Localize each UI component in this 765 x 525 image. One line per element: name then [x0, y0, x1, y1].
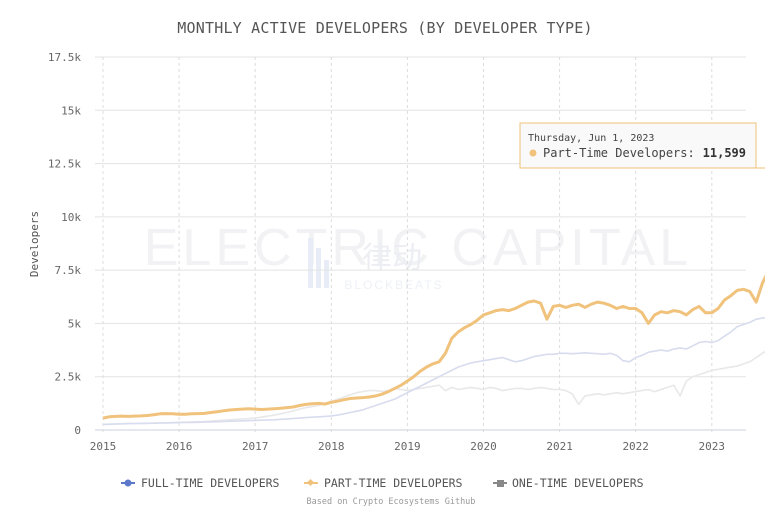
legend-item-part-time[interactable]: PART-TIME DEVELOPERS: [304, 476, 463, 490]
x-tick-label: 2015: [90, 440, 117, 453]
grid: [95, 56, 746, 435]
legend-label-part-time: PART-TIME DEVELOPERS: [324, 476, 463, 490]
series-group: [102, 274, 765, 426]
tooltip-label: Part-Time Developers:: [543, 146, 695, 160]
blockbeats-logo-icon: [308, 238, 329, 288]
y-tick-label: 17.5k: [48, 51, 81, 64]
watermark-logo-cn: 律动: [362, 241, 422, 276]
diamond-marker-icon: [306, 478, 315, 487]
y-axis-label: Developers: [28, 211, 41, 277]
square-marker-icon: [497, 480, 504, 487]
chart-title: MONTHLY ACTIVE DEVELOPERS (BY DEVELOPER …: [177, 19, 592, 37]
y-axis: 0 2.5k 5k 7.5k 10k 12.5k 15k 17.5k: [48, 51, 81, 437]
legend-label-full-time: FULL-TIME DEVELOPERS: [141, 476, 280, 490]
legend: FULL-TIME DEVELOPERS PART-TIME DEVELOPER…: [121, 476, 644, 490]
x-tick-label: 2020: [470, 440, 497, 453]
legend-item-one-time[interactable]: ONE-TIME DEVELOPERS: [493, 476, 644, 490]
y-tick-label: 12.5k: [48, 158, 81, 171]
y-tick-label: 15k: [61, 104, 81, 117]
x-axis: 2015 2016 2017 2018 2019 2020 2021 2022 2023: [90, 440, 725, 453]
series-line-part-time-developers: [102, 274, 765, 420]
watermark-logo-en: BLOCKBEATS: [344, 278, 443, 292]
circle-marker-icon: [124, 479, 132, 487]
tooltip-box: [519, 122, 765, 169]
x-tick-label: 2017: [242, 440, 269, 453]
tooltip-dot-icon: [529, 149, 537, 157]
x-tick-label: 2019: [394, 440, 421, 453]
tooltip-value: 11,599: [703, 146, 746, 160]
watermark-text: ELECTRIC CAPITAL: [144, 219, 692, 277]
x-tick-label: 2021: [546, 440, 573, 453]
watermark: ELECTRIC CAPITAL 律动 BLOCKBEATS: [144, 219, 692, 292]
series-line-one-time-developers: [102, 350, 765, 426]
tooltip: Thursday, Jun 1, 2023 Part-Time Develope…: [519, 122, 765, 169]
tooltip-date: Thursday, Jun 1, 2023: [528, 133, 654, 144]
x-tick-label: 2016: [166, 440, 193, 453]
y-tick-label: 10k: [61, 211, 81, 224]
y-tick-label: 2.5k: [55, 371, 82, 384]
y-tick-label: 7.5k: [55, 264, 82, 277]
y-tick-label: 5k: [68, 317, 82, 330]
legend-label-one-time: ONE-TIME DEVELOPERS: [512, 476, 644, 490]
x-tick-label: 2023: [699, 440, 726, 453]
y-tick-label: 0: [74, 424, 81, 437]
legend-item-full-time[interactable]: FULL-TIME DEVELOPERS: [121, 476, 280, 490]
series-line-full-time-developers: [102, 316, 765, 426]
x-tick-label: 2022: [622, 440, 649, 453]
source-credit: Based on Crypto Ecosystems Github: [307, 497, 476, 507]
x-tick-label: 2018: [318, 440, 345, 453]
